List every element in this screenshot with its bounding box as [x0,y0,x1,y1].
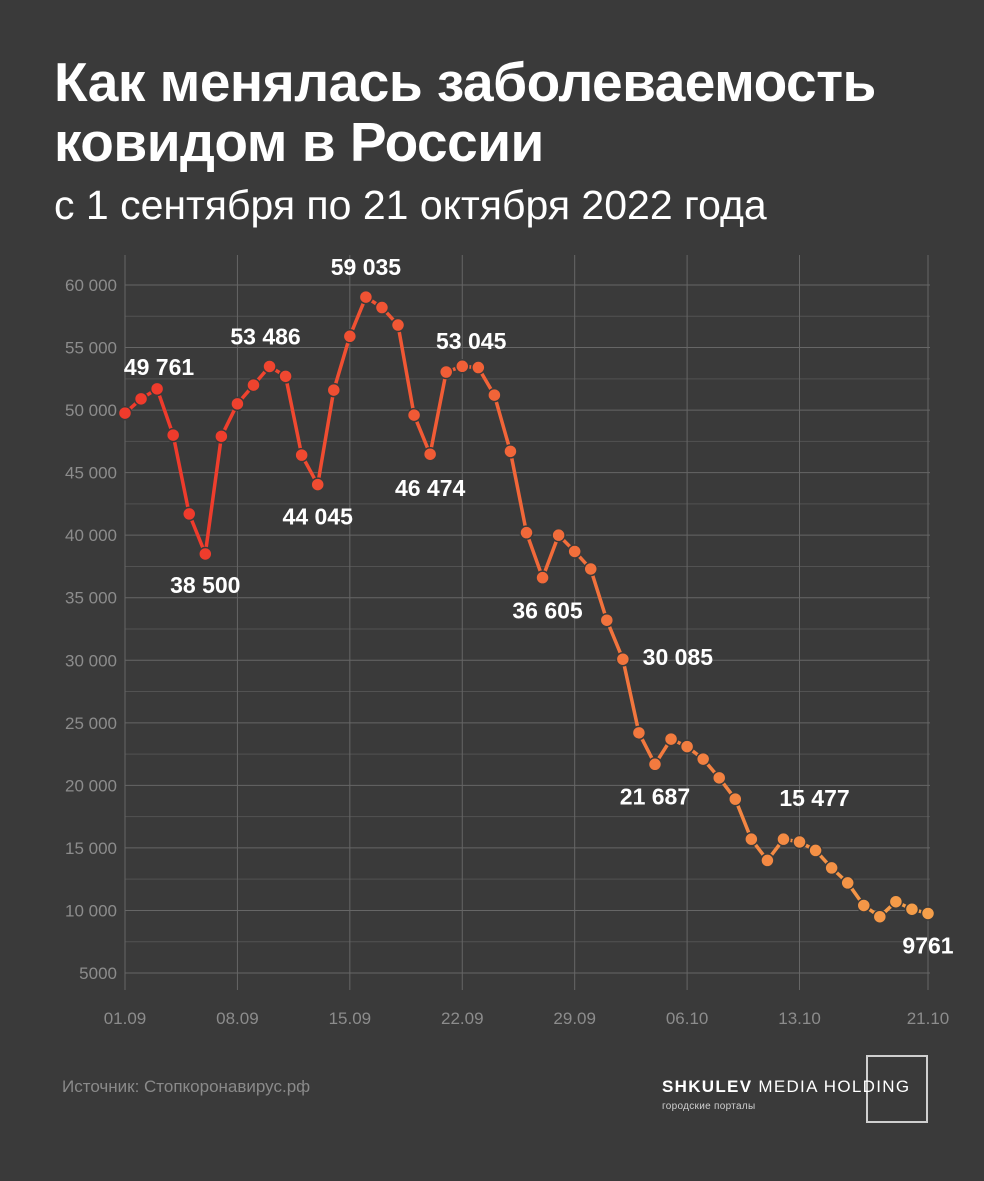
brand-name-rest: MEDIA HOLDING [752,1077,911,1096]
series [117,289,936,924]
data-point [342,329,358,344]
data-label: 53 486 [230,323,300,349]
y-tick-label: 50 000 [65,401,117,420]
x-tick-label: 01.09 [104,1009,147,1028]
data-point [149,381,165,397]
data-point [406,407,422,423]
data-point [198,546,213,562]
data-point [728,791,743,807]
data-point [695,751,711,767]
y-tick-label: 25 000 [65,714,117,733]
data-point [471,360,486,375]
data-point [390,317,406,333]
data-point [310,477,325,492]
brand-name-bold: SHKULEV [662,1077,753,1096]
data-point [679,739,695,754]
y-tick-label: 40 000 [65,526,117,545]
brand-frame [866,1055,928,1123]
data-point [519,525,534,540]
data-point [326,382,342,398]
data-point [358,289,374,305]
chart-subtitle: с 1 сентября по 21 октября 2022 года [54,182,767,228]
data-label: 15 477 [779,785,849,811]
data-point [631,725,647,741]
data-point [808,843,823,858]
data-point [792,834,807,850]
data-label: 9761 [902,932,953,958]
axes: 5000 10 000 15 000 20 000 25 000 30 000 35 000… [65,276,949,1028]
data-label: 53 045 [436,328,507,354]
x-tick-label: 15.09 [329,1009,372,1028]
data-point [760,853,775,868]
data-point [117,405,133,421]
data-point [438,364,454,380]
data-point [583,561,598,577]
data-point [278,369,293,384]
brand-logo: SHKULEV MEDIA HOLDING городские порталы [662,1055,928,1123]
data-point [599,612,615,628]
y-tick-label: 20 000 [65,776,117,795]
data-point [888,894,904,909]
data-point [872,909,888,924]
data-label: 59 035 [331,254,402,280]
data-point [711,770,727,786]
data-point [904,901,920,917]
data-point [663,731,679,747]
data-point [246,377,261,393]
x-tick-label: 21.10 [907,1009,950,1028]
data-point [374,300,390,315]
data-point [744,831,759,847]
data-point [181,506,197,522]
y-tick-label: 55 000 [65,339,117,358]
data-label: 36 605 [512,598,583,624]
source-note: Источник: Стопкоронавирус.рф [62,1077,311,1096]
data-point [567,544,582,559]
data-label: 21 687 [620,783,690,809]
data-point [920,906,936,921]
data-point [133,391,149,407]
data-point [487,387,502,403]
x-tick-label: 22.09 [441,1009,484,1028]
grid [124,255,930,990]
data-label: 49 761 [124,354,195,380]
x-tick-label: 08.09 [216,1009,259,1028]
data-label: 46 474 [395,475,466,501]
data-point [214,429,229,444]
y-tick-label: 10 000 [65,901,117,920]
y-tick-label: 45 000 [65,464,117,483]
data-label: 30 085 [643,644,714,670]
data-point [294,447,309,463]
y-tick-label: 15 000 [65,839,117,858]
data-point [535,570,550,585]
y-tick-label: 60 000 [65,276,117,295]
data-point [262,359,277,374]
brand-tagline: городские порталы [662,1101,756,1112]
brand-name: SHKULEV MEDIA HOLDING [662,1077,910,1097]
data-label: 38 500 [170,572,240,598]
data-point [230,396,245,412]
data-point [840,875,855,891]
data-point [422,446,438,462]
y-tick-label: 5000 [79,964,117,983]
data-point [856,898,872,913]
data-point [776,831,791,847]
x-tick-label: 13.10 [778,1009,821,1028]
data-point [615,651,631,667]
data-label: 44 045 [283,504,354,530]
x-tick-label: 06.10 [666,1009,709,1028]
chart-title: Как менялась заболеваемость ковидом в Ро… [54,51,876,173]
data-point [647,757,663,772]
y-tick-label: 30 000 [65,651,117,670]
data-point [455,359,470,374]
data-point [824,860,839,876]
data-labels: 49 761 38 500 53 486 44 045 59 035 46 474 53 0… [124,254,954,958]
data-point [551,527,566,543]
data-point [503,444,518,459]
y-tick-label: 35 000 [65,589,117,608]
x-tick-label: 29.09 [553,1009,596,1028]
data-point [165,427,181,443]
